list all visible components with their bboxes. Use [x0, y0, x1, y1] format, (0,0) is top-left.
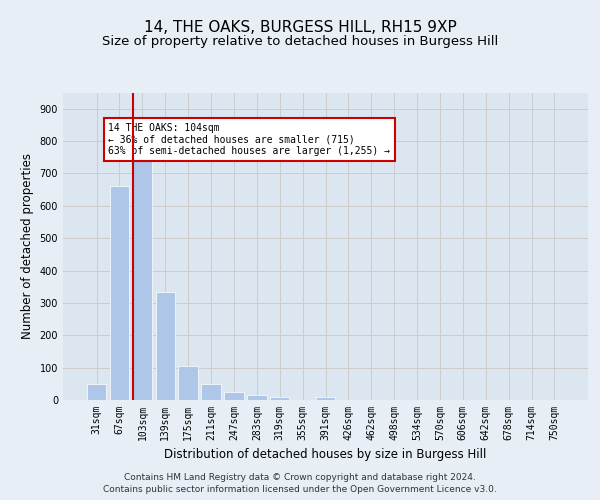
Text: Contains HM Land Registry data © Crown copyright and database right 2024.: Contains HM Land Registry data © Crown c… — [124, 472, 476, 482]
Bar — [316, 398, 335, 400]
Text: Size of property relative to detached houses in Burgess Hill: Size of property relative to detached ho… — [102, 35, 498, 48]
Text: 14 THE OAKS: 104sqm
← 36% of detached houses are smaller (715)
63% of semi-detac: 14 THE OAKS: 104sqm ← 36% of detached ho… — [109, 123, 391, 156]
Y-axis label: Number of detached properties: Number of detached properties — [21, 153, 34, 339]
Text: Contains public sector information licensed under the Open Government Licence v3: Contains public sector information licen… — [103, 485, 497, 494]
Bar — [110, 186, 129, 400]
Bar — [270, 397, 289, 400]
Bar — [87, 384, 106, 400]
Bar — [247, 395, 266, 400]
Bar — [202, 384, 221, 400]
X-axis label: Distribution of detached houses by size in Burgess Hill: Distribution of detached houses by size … — [164, 448, 487, 462]
Text: 14, THE OAKS, BURGESS HILL, RH15 9XP: 14, THE OAKS, BURGESS HILL, RH15 9XP — [143, 20, 457, 35]
Bar — [133, 157, 152, 400]
Bar — [224, 392, 244, 400]
Bar — [155, 292, 175, 400]
Bar — [178, 366, 198, 400]
